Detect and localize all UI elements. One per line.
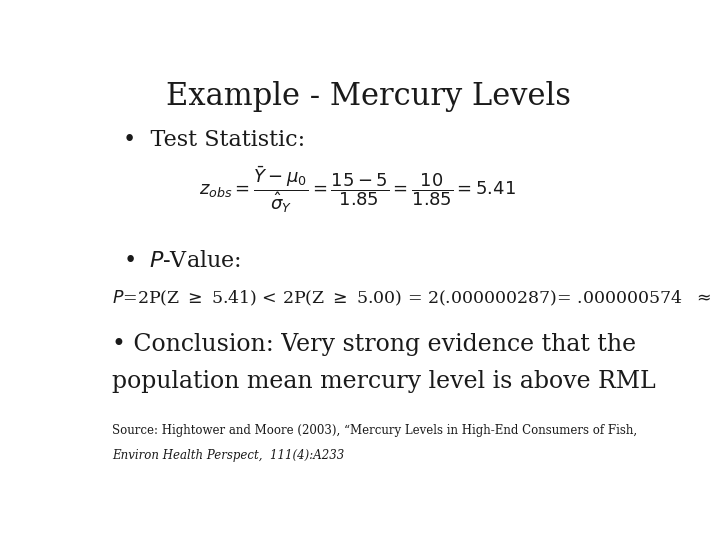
- Text: •: •: [124, 250, 137, 272]
- Text: Environ Health Perspect,  111(4):A233: Environ Health Perspect, 111(4):A233: [112, 449, 345, 462]
- Text: $\mathit{P}$=2P(Z $\geq$ 5.41) < 2P(Z $\geq$ 5.00) = 2(.000000287)= .000000574  : $\mathit{P}$=2P(Z $\geq$ 5.41) < 2P(Z $\…: [112, 288, 720, 308]
- Text: Source: Hightower and Moore (2003), “Mercury Levels in High-End Consumers of Fis: Source: Hightower and Moore (2003), “Mer…: [112, 424, 637, 437]
- Text: •  Test Statistic:: • Test Statistic:: [124, 129, 305, 151]
- Text: • Conclusion: Very strong evidence that the: • Conclusion: Very strong evidence that …: [112, 333, 636, 356]
- Text: $z_{obs} = \dfrac{\bar{Y} - \mu_0}{\hat{\sigma}_Y} = \dfrac{15-5}{1.85} = \dfrac: $z_{obs} = \dfrac{\bar{Y} - \mu_0}{\hat{…: [199, 165, 516, 214]
- Text: $\mathit{P}$-Value:: $\mathit{P}$-Value:: [148, 250, 240, 272]
- Text: population mean mercury level is above RML: population mean mercury level is above R…: [112, 370, 656, 394]
- Text: Example - Mercury Levels: Example - Mercury Levels: [166, 82, 572, 112]
